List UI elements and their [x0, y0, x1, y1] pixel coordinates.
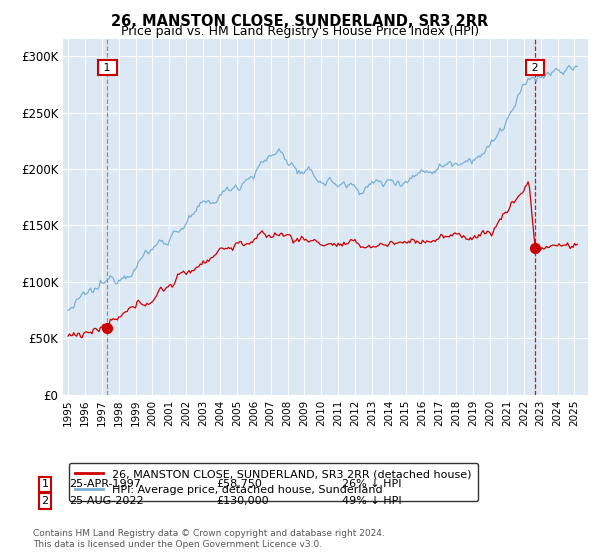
- Text: 2: 2: [528, 63, 542, 73]
- Text: 49% ↓ HPI: 49% ↓ HPI: [342, 496, 401, 506]
- Text: 1: 1: [41, 479, 49, 489]
- Text: 26% ↓ HPI: 26% ↓ HPI: [342, 479, 401, 489]
- Text: 25-APR-1997: 25-APR-1997: [69, 479, 141, 489]
- Text: 25-AUG-2022: 25-AUG-2022: [69, 496, 143, 506]
- Text: Price paid vs. HM Land Registry's House Price Index (HPI): Price paid vs. HM Land Registry's House …: [121, 25, 479, 38]
- Point: [530, 244, 540, 253]
- Text: 26, MANSTON CLOSE, SUNDERLAND, SR3 2RR: 26, MANSTON CLOSE, SUNDERLAND, SR3 2RR: [112, 14, 488, 29]
- Text: 1: 1: [100, 63, 115, 73]
- Point: [103, 324, 112, 333]
- Text: 2: 2: [41, 496, 49, 506]
- Legend: 26, MANSTON CLOSE, SUNDERLAND, SR3 2RR (detached house), HPI: Average price, det: 26, MANSTON CLOSE, SUNDERLAND, SR3 2RR (…: [68, 463, 478, 501]
- Text: £130,000: £130,000: [216, 496, 269, 506]
- Text: £58,750: £58,750: [216, 479, 262, 489]
- Text: Contains HM Land Registry data © Crown copyright and database right 2024.
This d: Contains HM Land Registry data © Crown c…: [33, 529, 385, 549]
